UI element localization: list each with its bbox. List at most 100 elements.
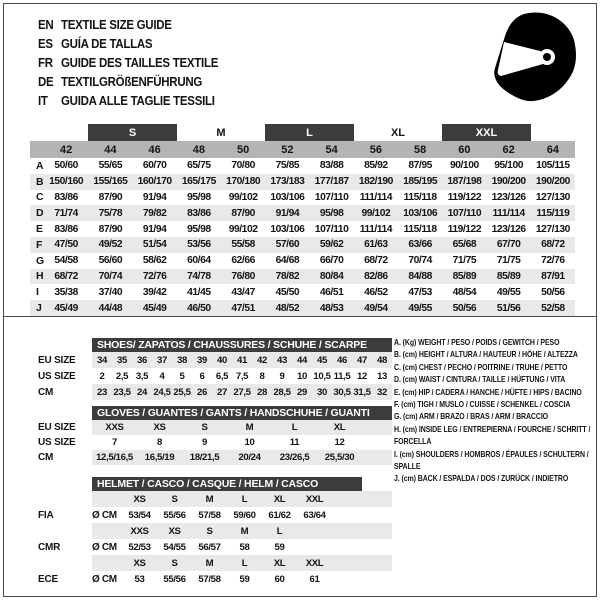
table-cell: 63/64	[303, 509, 326, 521]
table-cell: 12	[357, 370, 367, 382]
table-cell: 54/55	[163, 541, 186, 553]
table-row: ECE Ø CM 53 55/56 57/58 59 60 61	[30, 571, 392, 587]
size-label: XXL	[305, 557, 324, 569]
size-label: M	[205, 493, 214, 505]
table-cell: 127/130	[535, 191, 571, 203]
row-label: CM	[38, 386, 54, 398]
table-cell: 155/165	[93, 176, 128, 188]
table-cell: 46/52	[364, 286, 388, 298]
table-cell: 99/102	[361, 207, 391, 219]
table-cell: 68/72	[364, 255, 388, 267]
table-cell: 160/170	[137, 176, 173, 188]
language-code: FR	[38, 55, 53, 70]
table-cell: 43	[277, 354, 287, 366]
table-cell: 35/38	[54, 286, 78, 298]
table-cell: 2,5	[115, 370, 129, 382]
table-cell: 44/48	[98, 302, 123, 314]
table-cell: 58	[239, 541, 250, 553]
table-cell: 10	[244, 437, 255, 448]
guide-title: TEXTILE SIZE GUIDE	[61, 17, 172, 32]
table-row: I 35/38 37/40 39/42 41/45 43/47 45/50 46/51 46/5…	[30, 284, 575, 300]
table-cell: 40	[217, 354, 227, 366]
table-cell: 2	[99, 370, 105, 382]
table-cell: 177/187	[314, 176, 350, 188]
table-cell: 55/56	[163, 509, 186, 521]
table-cell: 50/56	[541, 286, 565, 298]
helmet-size-header-row: XS S M L XL XXL	[30, 491, 392, 507]
table-cell: 74/78	[187, 270, 211, 282]
table-cell: 55/58	[231, 239, 255, 251]
table-cell: 36	[137, 354, 147, 366]
table-cell: 95/98	[187, 223, 211, 235]
table-cell: 13	[377, 370, 387, 382]
table-cell: 65/68	[452, 239, 477, 251]
table-cell: 79/82	[142, 207, 167, 219]
table-cell: 71/74	[54, 207, 78, 219]
table-cell: 84/88	[408, 270, 432, 282]
size-label: XXS	[130, 525, 149, 537]
row-values: Ø CM 53 55/56 57/58 59 60 61	[92, 571, 392, 587]
table-cell: 46/51	[319, 286, 344, 298]
language-row: DE TEXTILGRÖßENFÜHRUNG	[38, 72, 218, 91]
table-cell: XS	[153, 422, 166, 433]
table-cell: XXS	[105, 422, 124, 433]
row-label: EU SIZE	[38, 354, 76, 366]
section-divider-line	[4, 316, 596, 317]
table-cell: 23/26,5	[279, 452, 310, 463]
table-cell: 107/110	[314, 191, 349, 203]
table-cell: 28,5	[273, 386, 291, 398]
size-column-header: 44	[104, 143, 117, 156]
table-cell: 115/119	[536, 207, 570, 219]
row-letter: B	[36, 175, 44, 188]
table-cell: 165/175	[181, 176, 217, 188]
row-letter: E	[36, 223, 44, 236]
table-row: G 54/58 56/60 58/62 60/64 62/66 64/68 66/70 68/7…	[30, 253, 575, 269]
table-cell: 18/21,5	[189, 452, 220, 463]
table-cell: 32	[377, 386, 387, 398]
table-cell: 76/80	[231, 270, 255, 282]
size-label: L	[241, 493, 248, 505]
table-cell: 58/62	[142, 255, 167, 267]
table-row: D 71/74 75/78 79/82 83/86 87/90 91/94 95/98 99/1…	[30, 205, 575, 222]
guide-title: GUIDE DES TAILLES TEXTILE	[61, 55, 219, 70]
table-cell: 75/78	[98, 207, 123, 219]
size-group-XL: XL	[390, 126, 406, 139]
size-label: L	[276, 525, 283, 537]
table-cell: 72/76	[142, 270, 167, 282]
table-cell: 66/70	[319, 255, 344, 267]
legend-item: E. (cm) HIP / CADERA / HANCHE / HÜFTE / …	[394, 386, 582, 397]
table-cell: 61/63	[364, 239, 388, 251]
table-cell: 47	[357, 354, 367, 366]
language-row: EN TEXTILE SIZE GUIDE	[38, 15, 218, 34]
table-cell: 190/200	[491, 176, 527, 188]
table-cell: 185/195	[403, 176, 438, 188]
table-cell: 23,5	[113, 386, 131, 398]
standard-label: ECE	[38, 573, 58, 585]
table-cell: 44	[297, 354, 307, 366]
row-letter: C	[36, 191, 44, 204]
table-row: US SIZE 7 8 9 10 11 12	[30, 435, 392, 450]
helmet-icon	[494, 12, 576, 102]
table-cell: 107/110	[447, 207, 482, 219]
helmet-size-header-row: XXS XS S M L	[30, 523, 392, 539]
table-cell: 9	[279, 370, 285, 382]
language-row: ES GUÍA DE TALLAS	[38, 34, 218, 53]
table-cell: 27	[217, 386, 227, 398]
table-cell: 61/62	[268, 509, 291, 521]
table-cell: 37/40	[98, 286, 123, 298]
row-letter: A	[36, 159, 44, 172]
table-cell: 95/98	[187, 191, 211, 203]
table-cell: 10	[297, 370, 307, 382]
row-letter: J	[36, 302, 42, 315]
table-cell: 54/58	[54, 255, 78, 267]
table-cell: 6	[199, 370, 205, 382]
table-cell: M	[245, 422, 254, 433]
table-cell: 12	[334, 437, 345, 448]
table-cell: 12,5/16,5	[96, 452, 133, 463]
size-label: XL	[273, 493, 286, 505]
table-cell: 107/110	[314, 223, 349, 235]
size-label: XL	[273, 557, 286, 569]
table-cell: 103/106	[270, 223, 305, 235]
table-cell: 87/90	[98, 191, 123, 203]
table-cell: 182/190	[358, 176, 394, 188]
